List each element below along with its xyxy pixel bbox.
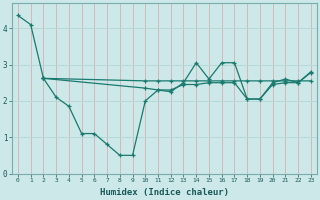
X-axis label: Humidex (Indice chaleur): Humidex (Indice chaleur) — [100, 188, 229, 197]
